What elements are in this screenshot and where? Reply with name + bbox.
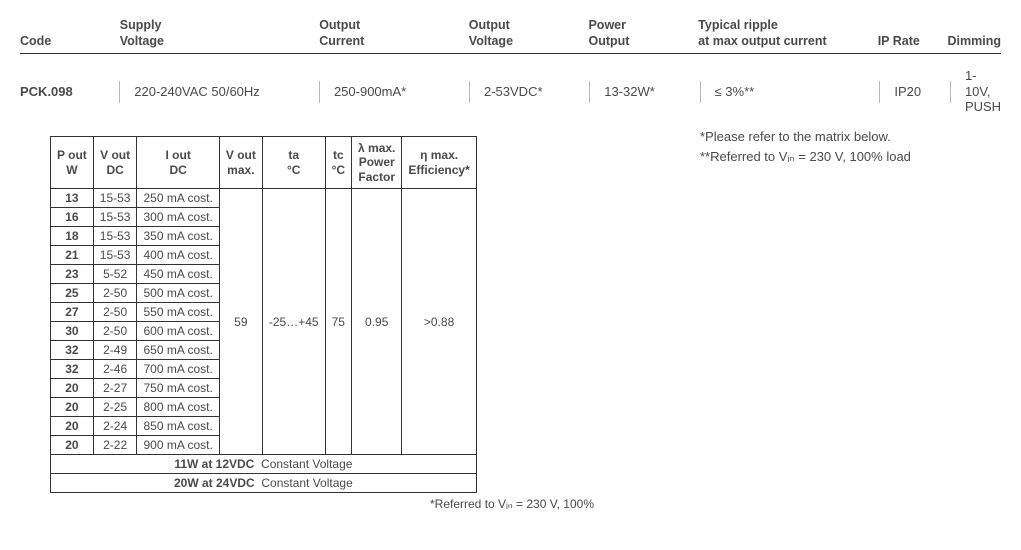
value-dim: 1-10V, PUSH	[965, 68, 1001, 115]
value-outvolt: 2-53VDC*	[484, 84, 589, 100]
cell-vout: 15-53	[93, 208, 137, 227]
cell-pf: 0.95	[352, 189, 402, 455]
matrix-cv-row: 11W at 12VDC Constant Voltage	[51, 455, 477, 474]
cell-iout: 450 mA cost.	[137, 265, 219, 284]
header-dim: Dimming	[948, 34, 1001, 50]
th-pf: λ max.PowerFactor	[352, 137, 402, 189]
cell-iout: 500 mA cost.	[137, 284, 219, 303]
cell-pout: 27	[51, 303, 94, 322]
value-supply: 220-240VAC 50/60Hz	[134, 84, 319, 100]
th-eff: η max.Efficiency*	[402, 137, 476, 189]
th-iout: I outDC	[137, 137, 219, 189]
cell-iout: 300 mA cost.	[137, 208, 219, 227]
cell-iout: 700 mA cost.	[137, 360, 219, 379]
cell-pout: 32	[51, 360, 94, 379]
cell-iout: 900 mA cost.	[137, 436, 219, 455]
cell-vout: 2-50	[93, 303, 137, 322]
header-outcur: OutputCurrent	[319, 18, 469, 49]
cell-vout: 5-52	[93, 265, 137, 284]
cell-pout: 16	[51, 208, 94, 227]
cell-pout: 20	[51, 436, 94, 455]
cell-tc: 75	[325, 189, 351, 455]
divider	[589, 81, 590, 103]
divider	[319, 81, 320, 103]
divider	[950, 81, 951, 103]
matrix-row: 1315-53250 mA cost.59-25…+45750.95>0.88	[51, 189, 477, 208]
th-tc: tc°C	[325, 137, 351, 189]
cell-cv: 20W at 24VDC Constant Voltage	[51, 474, 477, 493]
header-power: PowerOutput	[588, 18, 698, 49]
th-vout: V outDC	[93, 137, 137, 189]
header-outvolt: OutputVoltage	[469, 18, 589, 49]
cell-pout: 21	[51, 246, 94, 265]
cell-pout: 20	[51, 417, 94, 436]
divider	[700, 81, 701, 103]
matrix-cv-row: 20W at 24VDC Constant Voltage	[51, 474, 477, 493]
cell-vout: 15-53	[93, 189, 137, 208]
value-power: 13-32W*	[604, 84, 699, 100]
header-code: Code	[20, 34, 120, 50]
header-ripple: Typical rippleat max output current	[698, 18, 878, 49]
th-pout: P outW	[51, 137, 94, 189]
spec-header-row: Code SupplyVoltage OutputCurrent OutputV…	[20, 18, 1001, 54]
divider	[879, 81, 880, 103]
divider	[469, 81, 470, 103]
cell-iout: 750 mA cost.	[137, 379, 219, 398]
cell-iout: 800 mA cost.	[137, 398, 219, 417]
cell-eff: >0.88	[402, 189, 476, 455]
cell-iout: 250 mA cost.	[137, 189, 219, 208]
cell-pout: 20	[51, 398, 94, 417]
cell-vout: 2-27	[93, 379, 137, 398]
cell-iout: 350 mA cost.	[137, 227, 219, 246]
cell-pout: 20	[51, 379, 94, 398]
matrix-table: P outW V outDC I outDC V outmax. ta°C tc…	[50, 136, 477, 493]
cell-ta: -25…+45	[262, 189, 325, 455]
th-voutmax: V outmax.	[219, 137, 262, 189]
value-outcur: 250-900mA*	[334, 84, 469, 100]
cell-pout: 18	[51, 227, 94, 246]
cell-iout: 600 mA cost.	[137, 322, 219, 341]
cell-pout: 30	[51, 322, 94, 341]
value-ip: IP20	[894, 84, 950, 100]
value-code: PCK.098	[20, 84, 119, 100]
header-supply: SupplyVoltage	[120, 18, 319, 49]
th-ta: ta°C	[262, 137, 325, 189]
cell-pout: 32	[51, 341, 94, 360]
header-ip: IP Rate	[878, 34, 948, 50]
cell-voutmax: 59	[219, 189, 262, 455]
matrix-header-row: P outW V outDC I outDC V outmax. ta°C tc…	[51, 137, 477, 189]
cell-pout: 25	[51, 284, 94, 303]
cell-vout: 2-46	[93, 360, 137, 379]
cell-iout: 650 mA cost.	[137, 341, 219, 360]
cell-pout: 23	[51, 265, 94, 284]
value-ripple: ≤ 3%**	[715, 84, 880, 100]
matrix-footnote: *Referred to Vᵢₙ = 230 V, 100%	[430, 497, 1001, 511]
cell-vout: 2-50	[93, 322, 137, 341]
spec-value-row: PCK.098 220-240VAC 50/60Hz 250-900mA* 2-…	[20, 68, 1001, 115]
cell-vout: 2-25	[93, 398, 137, 417]
cell-vout: 15-53	[93, 227, 137, 246]
cell-vout: 15-53	[93, 246, 137, 265]
cell-iout: 550 mA cost.	[137, 303, 219, 322]
divider	[119, 81, 120, 103]
cell-iout: 400 mA cost.	[137, 246, 219, 265]
cell-vout: 2-24	[93, 417, 137, 436]
cell-pout: 13	[51, 189, 94, 208]
cell-vout: 2-50	[93, 284, 137, 303]
cell-vout: 2-49	[93, 341, 137, 360]
cell-vout: 2-22	[93, 436, 137, 455]
cell-iout: 850 mA cost.	[137, 417, 219, 436]
cell-cv: 11W at 12VDC Constant Voltage	[51, 455, 477, 474]
